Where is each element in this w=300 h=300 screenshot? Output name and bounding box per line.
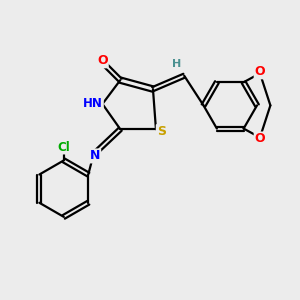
Text: O: O (255, 65, 265, 78)
Text: O: O (255, 133, 265, 146)
Text: S: S (157, 125, 166, 138)
Text: N: N (90, 149, 100, 162)
Text: Cl: Cl (57, 140, 70, 154)
Text: H: H (172, 59, 182, 69)
Text: O: O (97, 54, 108, 67)
Text: HN: HN (83, 98, 103, 110)
